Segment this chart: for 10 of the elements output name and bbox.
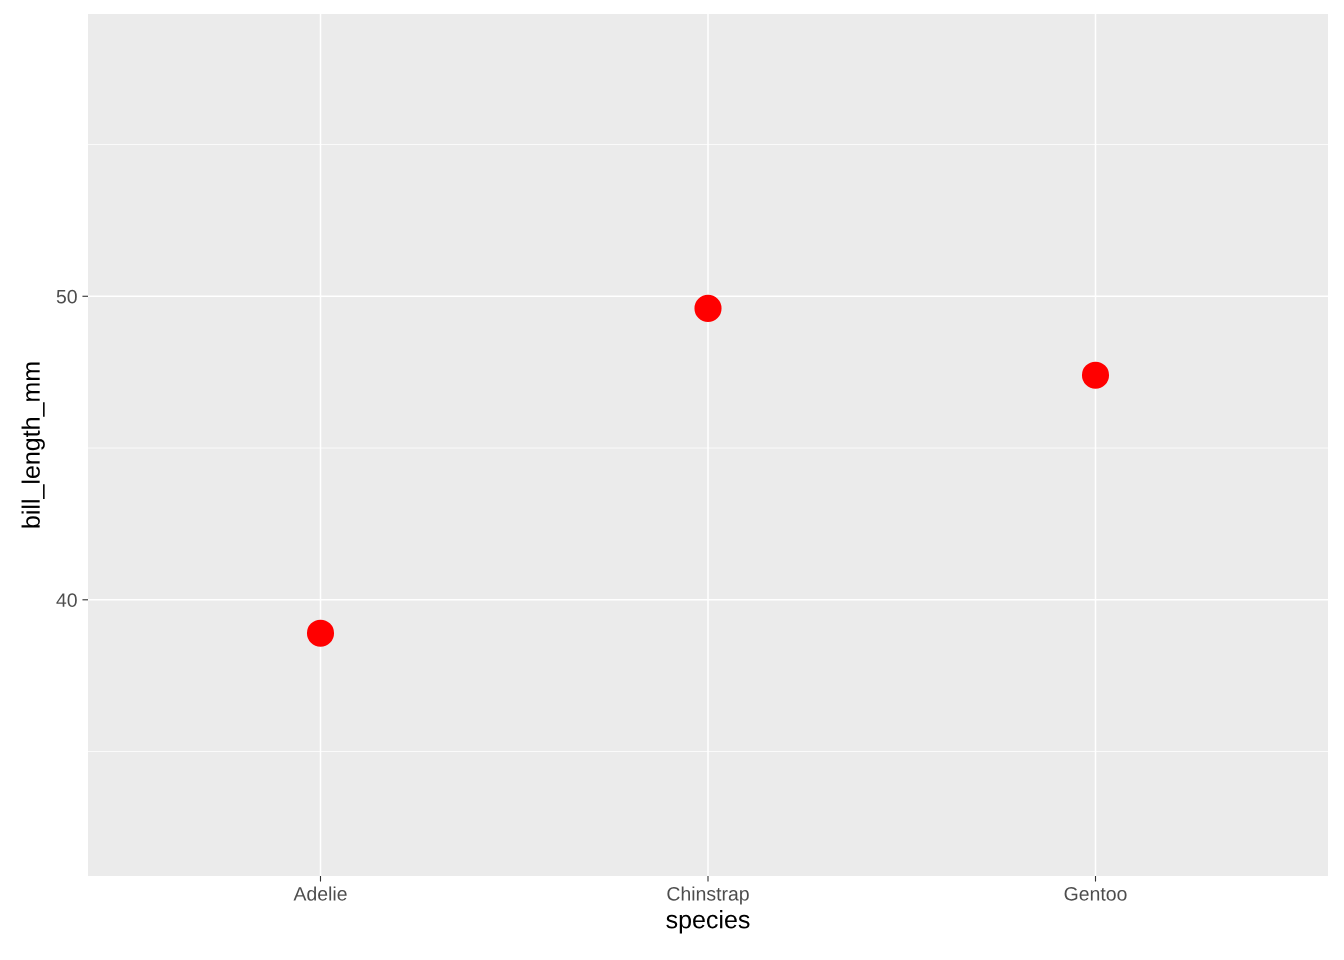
x-tick-label: Chinstrap bbox=[667, 886, 749, 905]
y-tick-label: 50 bbox=[56, 289, 77, 304]
point bbox=[1081, 361, 1110, 389]
point bbox=[306, 619, 335, 647]
y-axis-title: bill_length_mm bbox=[21, 362, 45, 528]
x-axis-title: species bbox=[666, 910, 750, 934]
x-tick-label: Gentoo bbox=[1064, 886, 1127, 901]
x-tick-label: Adelie bbox=[293, 886, 347, 901]
y-tick-label: 40 bbox=[56, 593, 77, 608]
point bbox=[694, 294, 722, 322]
